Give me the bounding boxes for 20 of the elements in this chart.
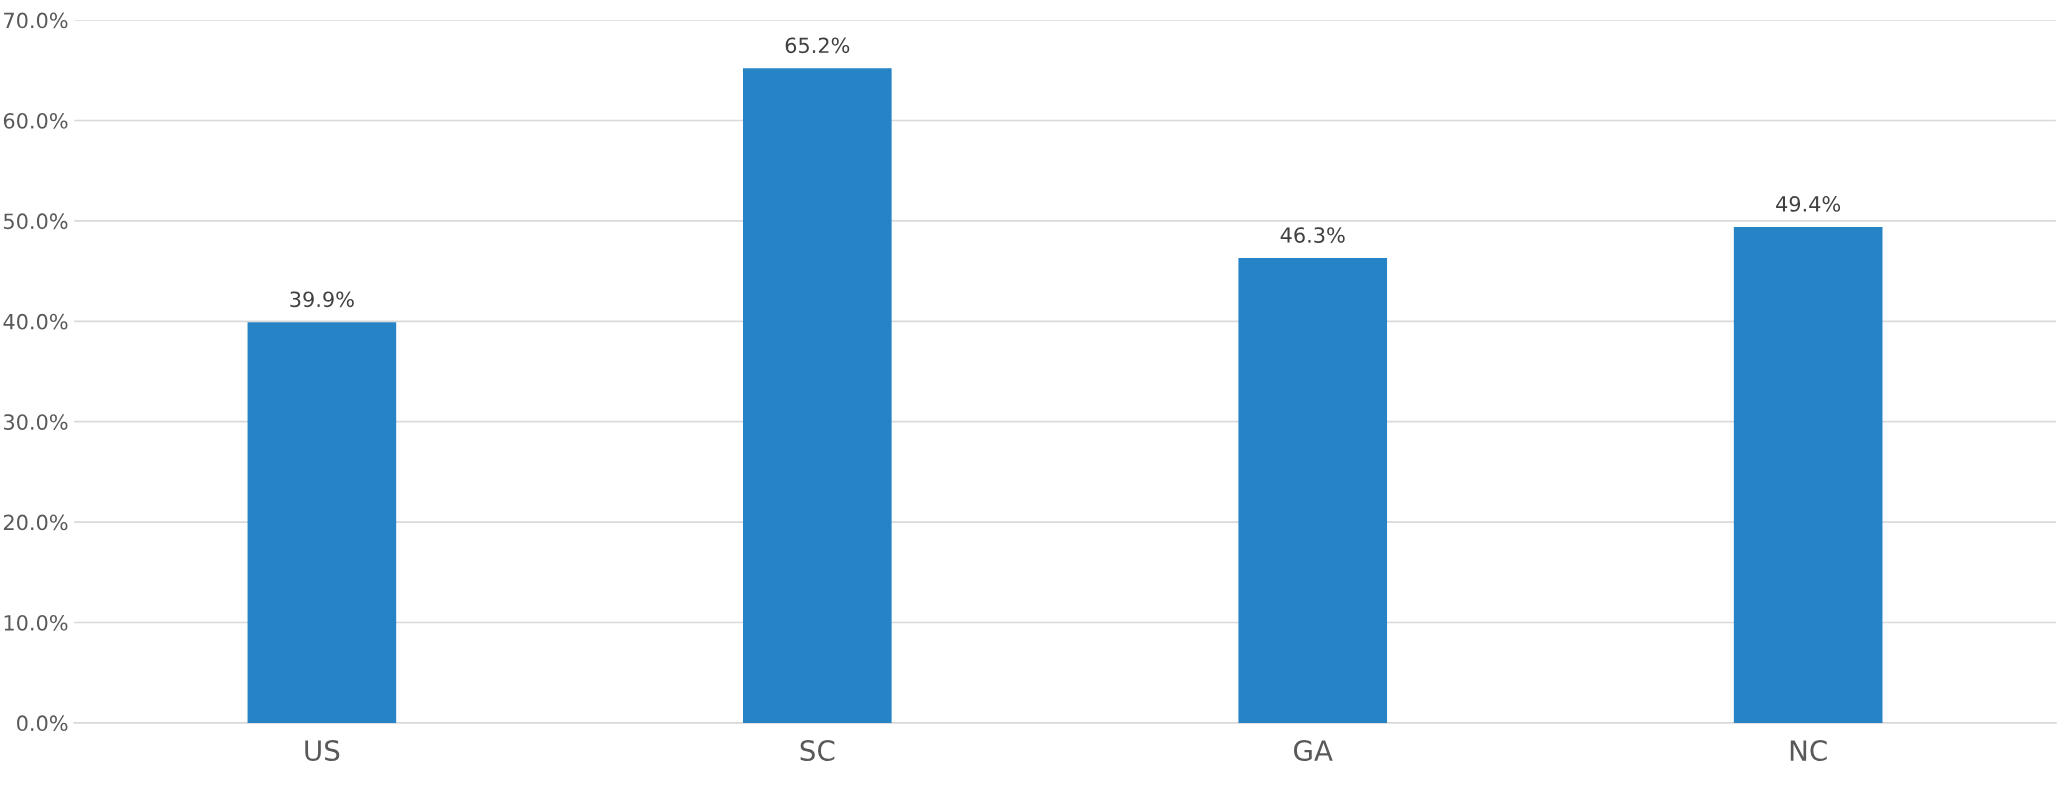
x-tick-label: US — [305, 740, 340, 762]
bar — [247, 322, 397, 723]
bar — [1733, 226, 1883, 723]
data-label: 65.2% — [785, 37, 850, 54]
x-tick-label: SC — [800, 740, 835, 762]
x-tick-label: GA — [1294, 740, 1333, 762]
x-tick-label: NC — [1790, 740, 1827, 762]
y-tick-label: 40.0% — [3, 313, 68, 330]
y-tick-label: 0.0% — [17, 715, 68, 732]
bar — [742, 68, 892, 723]
data-label: 46.3% — [1280, 227, 1345, 243]
y-tick-label: 50.0% — [4, 213, 68, 230]
y-tick-label: 30.0% — [4, 414, 68, 430]
y-tick-label: 20.0% — [3, 514, 68, 531]
y-tick-label: 10.0% — [4, 614, 68, 631]
y-tick-label: 70.0% — [4, 12, 68, 29]
y-tick-label: 60.0% — [3, 112, 68, 129]
data-label: 39.9% — [290, 291, 354, 308]
data-label: 49.4% — [1776, 196, 1841, 212]
bar — [1238, 258, 1388, 723]
